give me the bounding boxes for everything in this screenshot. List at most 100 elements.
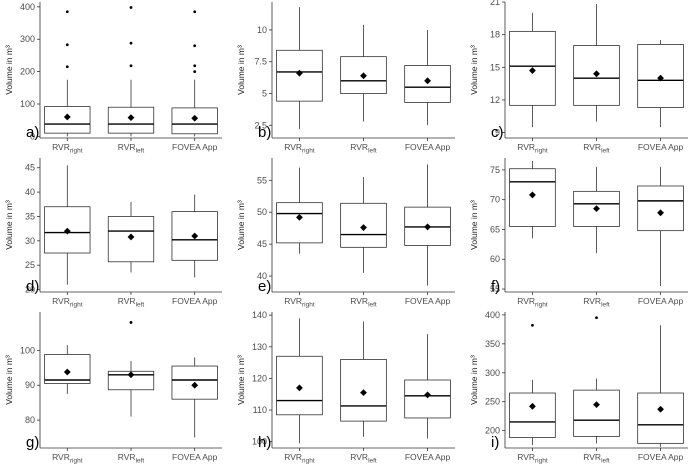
outlier-point — [193, 64, 197, 68]
panel-letter: c) — [491, 124, 504, 141]
box-1 — [44, 345, 91, 394]
panel-letter: b) — [258, 124, 271, 141]
iqr-box — [573, 389, 620, 437]
y-tick-label: 300 — [20, 34, 35, 44]
y-tick-label: 7.5 — [254, 57, 267, 67]
outlier-point — [65, 10, 69, 14]
x-tick-label: RVRleft — [350, 142, 377, 155]
y-tick-label: 35 — [25, 211, 35, 221]
outlier-point — [129, 41, 133, 45]
y-tick-label: 40 — [25, 187, 35, 197]
box-1 — [44, 10, 91, 137]
x-tick-label: FOVEA App — [405, 296, 451, 306]
y-tick-label: 350 — [485, 339, 500, 349]
box-1 — [276, 167, 323, 254]
mean-marker — [296, 213, 303, 221]
y-tick-label: 45 — [257, 239, 267, 249]
y-axis-title: Volume in m³ — [4, 200, 14, 250]
outlier-point — [129, 321, 133, 324]
box-1 — [509, 323, 556, 446]
mean-marker — [593, 205, 600, 213]
x-tick-label: RVRright — [52, 142, 83, 155]
x-tick-label: RVRleft — [583, 296, 610, 309]
outlier-point — [129, 6, 133, 9]
mean-marker — [657, 405, 664, 413]
box-1 — [276, 7, 323, 130]
x-tick-label: RVRleft — [118, 452, 145, 465]
mean-marker — [529, 191, 536, 199]
iqr-box — [509, 168, 556, 227]
panel-e: 40 45 50 55 Volume in m³ RVRright RVRleft FOVEA… — [236, 158, 455, 309]
box-3 — [637, 166, 684, 287]
box-3 — [171, 194, 218, 278]
box-2 — [340, 177, 387, 273]
box-2 — [340, 24, 387, 122]
iqr-box — [404, 379, 451, 419]
y-tick-label: 40 — [257, 271, 267, 281]
panel-letter: d) — [26, 278, 39, 295]
mean-marker — [127, 371, 135, 379]
y-tick-label: 75 — [490, 165, 500, 175]
y-tick-label: 50 — [257, 207, 267, 217]
outlier-point — [193, 70, 197, 74]
box-3 — [404, 29, 451, 126]
panel-f: 55 60 65 70 75 Volume in m³ RVRright RVRleft FOV… — [469, 158, 688, 309]
y-tick-label: 400 — [485, 310, 500, 320]
mean-marker — [593, 401, 600, 408]
y-tick-label: 80 — [25, 415, 35, 425]
x-tick-label: RVRright — [517, 142, 548, 155]
box-2 — [340, 321, 387, 437]
panel-a: 0 100 200 300 400 Volume in m³ RVRright RVRleft… — [4, 2, 222, 155]
box-3 — [404, 164, 451, 286]
mean-marker — [63, 227, 71, 235]
mean-marker — [63, 368, 71, 376]
box-3 — [171, 357, 218, 438]
y-tick-label: 200 — [485, 426, 500, 436]
mean-marker — [593, 70, 600, 78]
mean-marker — [529, 67, 536, 74]
panel-c: 9 12 15 18 21 Volume in m³ RVRright RVRleft FOVE… — [469, 0, 688, 155]
x-tick-label: RVRright — [52, 452, 83, 465]
y-tick-label: 65 — [490, 224, 500, 234]
panel-letter: g) — [26, 434, 39, 451]
mean-marker — [296, 384, 303, 392]
y-tick-label: 140 — [252, 310, 267, 320]
box-3 — [404, 334, 451, 439]
y-tick-label: 70 — [490, 195, 500, 205]
y-tick-label: 9 — [495, 128, 500, 138]
y-tick-label: 30 — [25, 236, 35, 246]
x-tick-label: FOVEA App — [638, 452, 684, 462]
x-tick-label: FOVEA App — [638, 296, 684, 306]
mean-marker — [657, 74, 664, 82]
y-tick-label: 5 — [262, 89, 267, 99]
panel-letter: f) — [491, 278, 500, 295]
y-axis-title: Volume in m³ — [469, 200, 479, 250]
y-tick-label: 10 — [257, 25, 267, 35]
x-tick-label: RVRright — [52, 296, 83, 309]
mean-marker — [360, 224, 367, 231]
mean-marker — [127, 114, 135, 121]
y-tick-label: 110 — [253, 405, 267, 415]
y-tick-label: 2.5 — [254, 120, 267, 130]
iqr-box — [637, 185, 684, 232]
outlier-point — [193, 10, 197, 14]
iqr-box — [276, 202, 323, 244]
mean-marker — [63, 113, 71, 121]
box-1 — [276, 318, 323, 444]
x-tick-label: RVRright — [284, 296, 315, 309]
iqr-box — [107, 370, 155, 391]
iqr-box — [509, 392, 556, 438]
box-2 — [573, 166, 620, 254]
iqr-box — [637, 392, 684, 444]
outlier-point — [65, 65, 69, 69]
x-tick-label: RVRright — [517, 296, 548, 309]
y-tick-label: 90 — [25, 380, 35, 390]
box-3 — [637, 325, 684, 447]
box-2 — [107, 201, 155, 273]
panel-h: 100 110 120 130 140 Volume in m³ RVRright RVRle… — [236, 310, 455, 465]
mean-marker — [657, 209, 664, 217]
x-tick-label: FOVEA App — [405, 142, 451, 152]
x-tick-label: FOVEA App — [405, 452, 451, 462]
x-tick-label: RVRright — [517, 452, 548, 465]
